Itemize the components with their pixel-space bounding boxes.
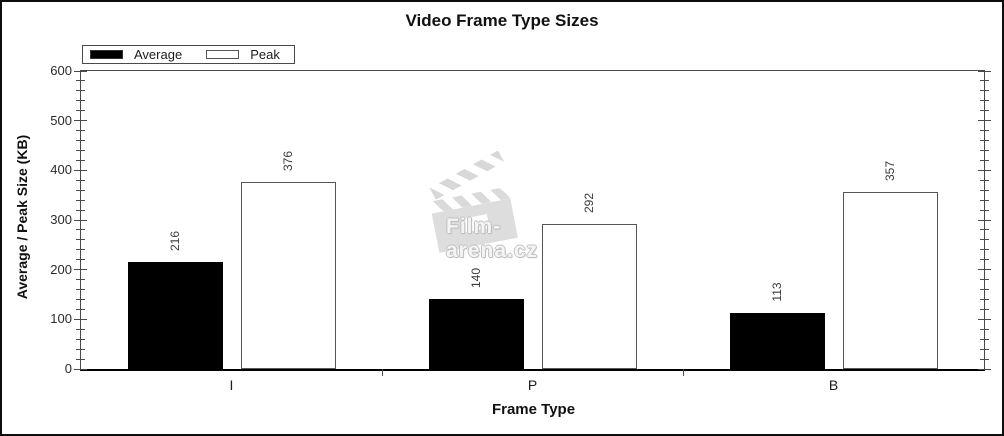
- legend-label-peak: Peak: [250, 47, 280, 62]
- y-tick: [73, 219, 87, 221]
- y-tick-right: [979, 358, 989, 360]
- y-tick-right: [979, 159, 989, 161]
- y-tick: [75, 80, 85, 82]
- y-tick-right: [977, 169, 991, 171]
- y-tick: [75, 159, 85, 161]
- y-tick: [75, 348, 85, 350]
- bar-peak-I: [240, 182, 336, 369]
- y-tick-right: [977, 368, 991, 370]
- y-tick-right: [979, 289, 989, 291]
- y-tick-right: [979, 179, 989, 181]
- legend-label-average: Average: [134, 47, 183, 62]
- y-tick: [75, 90, 85, 92]
- legend-swatch-average: [90, 50, 123, 59]
- y-tick: [75, 149, 85, 151]
- x-category-label: P: [527, 377, 538, 393]
- y-tick: [75, 358, 85, 360]
- bar-peak-B: [842, 191, 938, 369]
- y-tick: [73, 269, 87, 271]
- x-tick: [682, 369, 684, 376]
- y-tick: [75, 140, 85, 142]
- y-tick: [75, 298, 85, 300]
- y-tick-label: 0: [64, 361, 72, 376]
- y-tick-right: [979, 229, 989, 231]
- y-tick-right: [979, 199, 989, 201]
- y-tick-right: [977, 318, 991, 320]
- y-tick: [75, 338, 85, 340]
- legend: Average Peak: [82, 45, 295, 64]
- y-tick-right: [979, 189, 989, 191]
- y-tick-right: [979, 149, 989, 151]
- y-tick-label: 400: [50, 162, 72, 178]
- y-tick: [75, 130, 85, 132]
- y-tick-label: 300: [50, 212, 72, 227]
- y-tick: [73, 120, 87, 122]
- y-tick: [75, 229, 85, 231]
- y-tick-right: [979, 338, 989, 340]
- y-tick: [75, 199, 85, 201]
- bar-average-I: [127, 261, 223, 369]
- y-tick-right: [977, 269, 991, 271]
- bar-value-label: 357: [883, 160, 897, 181]
- y-tick-right: [979, 100, 989, 102]
- y-tick: [75, 249, 85, 251]
- y-tick: [75, 239, 85, 241]
- bar-value-label: 292: [582, 192, 596, 213]
- y-tick: [75, 110, 85, 112]
- y-tick-right: [977, 120, 991, 122]
- y-tick: [75, 279, 85, 281]
- x-axis-title: Frame Type: [491, 401, 576, 418]
- y-tick-right: [977, 219, 991, 221]
- y-tick: [73, 318, 87, 320]
- bar-average-B: [729, 312, 825, 369]
- y-tick-right: [977, 70, 991, 72]
- x-category-label: I: [229, 377, 234, 393]
- y-tick: [75, 328, 85, 330]
- x-category-label: B: [828, 377, 839, 393]
- y-tick: [73, 368, 87, 370]
- y-tick-right: [979, 328, 989, 330]
- y-tick-right: [979, 110, 989, 112]
- y-tick-right: [979, 209, 989, 211]
- y-tick-right: [979, 130, 989, 132]
- y-tick: [75, 179, 85, 181]
- y-tick-label: 100: [50, 311, 72, 327]
- y-tick-right: [979, 279, 989, 281]
- bar-value-label: 140: [469, 268, 483, 289]
- y-tick: [75, 209, 85, 211]
- y-tick-label: 600: [50, 63, 72, 78]
- plot-area: 216 376 140 292 113 357: [73, 70, 991, 376]
- y-tick-right: [979, 239, 989, 241]
- bar-value-label: 113: [770, 282, 784, 302]
- y-tick: [73, 70, 87, 72]
- x-tick: [381, 369, 383, 376]
- y-tick: [73, 169, 87, 171]
- y-tick: [75, 189, 85, 191]
- y-tick-right: [979, 90, 989, 92]
- bar-average-P: [428, 299, 524, 369]
- y-tick-right: [979, 140, 989, 142]
- bar-peak-P: [541, 223, 637, 369]
- y-tick: [75, 289, 85, 291]
- bar-value-label: 216: [168, 230, 182, 251]
- y-tick-right: [979, 298, 989, 300]
- y-tick: [75, 100, 85, 102]
- y-tick-right: [979, 80, 989, 82]
- y-tick: [75, 308, 85, 310]
- y-tick: [75, 259, 85, 261]
- y-tick-right: [979, 259, 989, 261]
- y-tick-label: 500: [50, 112, 72, 128]
- legend-swatch-peak: [206, 50, 240, 59]
- y-tick-right: [979, 308, 989, 310]
- bar-value-label: 376: [281, 151, 295, 172]
- y-tick-right: [979, 348, 989, 350]
- y-tick-label: 200: [50, 261, 72, 277]
- y-tick-right: [979, 249, 989, 251]
- chart-title: Video Frame Type Sizes: [405, 11, 599, 30]
